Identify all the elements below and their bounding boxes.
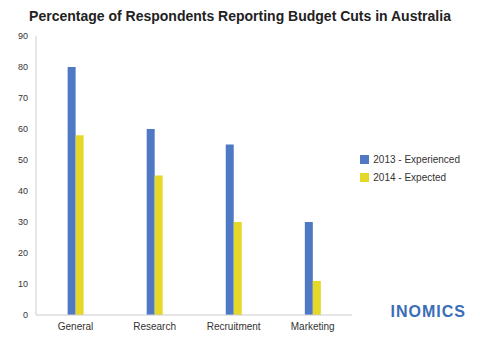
svg-text:80: 80 [18, 62, 28, 72]
svg-text:90: 90 [18, 31, 28, 41]
html-text:2014 - Expected: 2014 - Expected [373, 171, 447, 183]
html-text:2013 - Experienced: 2013 - Experienced [373, 153, 460, 165]
svg-text:50: 50 [18, 155, 28, 165]
svg-text:General: General [58, 321, 94, 332]
svg-text:Research: Research [133, 321, 176, 332]
svg-text:Marketing: Marketing [291, 321, 335, 332]
html-text:INOMICS: INOMICS [390, 303, 466, 320]
svg-text:10: 10 [18, 279, 28, 289]
svg-text:30: 30 [18, 217, 28, 227]
svg-text:20: 20 [18, 248, 28, 258]
svg-text:0: 0 [23, 310, 28, 320]
svg-text:40: 40 [18, 186, 28, 196]
svg-text:70: 70 [18, 93, 28, 103]
svg-text:Recruitment: Recruitment [207, 321, 261, 332]
svg-text:60: 60 [18, 124, 28, 134]
html-text:Percentage of Respondents Repo: Percentage of Respondents Reporting Budg… [29, 8, 451, 24]
